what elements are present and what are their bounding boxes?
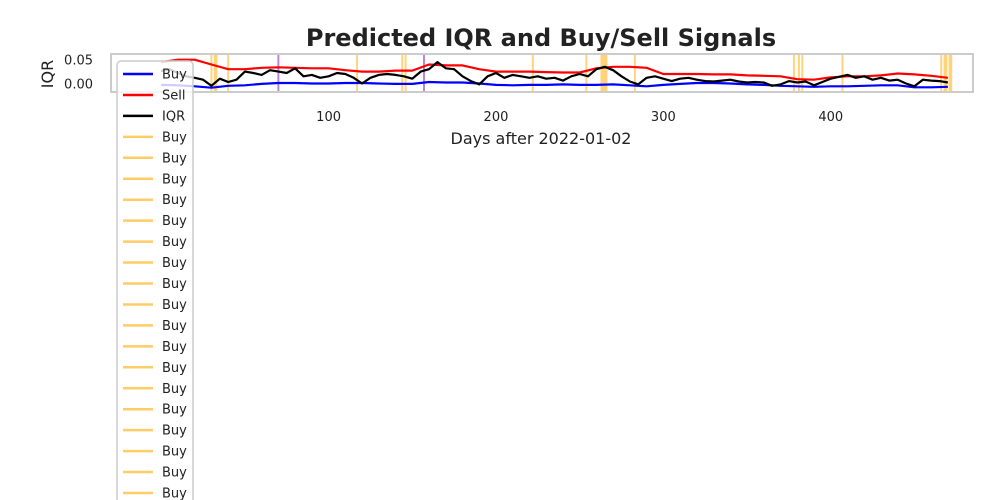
plot-area: 100 200 300 400 0.05 0.00 bbox=[64, 53, 974, 125]
sell-series-line bbox=[161, 58, 949, 81]
x-axis-label: Days after 2022-01-02 bbox=[451, 129, 632, 148]
legend-label: Buy bbox=[162, 445, 187, 460]
legend-label: Buy bbox=[162, 361, 187, 376]
y-tick-label: 0.00 bbox=[64, 77, 93, 92]
legend-label: Buy bbox=[162, 382, 187, 397]
legend-label: Buy bbox=[162, 68, 187, 83]
chart-title: Predicted IQR and Buy/Sell Signals bbox=[306, 24, 776, 52]
x-tick-label: 100 bbox=[316, 110, 341, 125]
y-tick-label: 0.05 bbox=[64, 54, 93, 69]
x-tick-label: 400 bbox=[818, 110, 843, 125]
iqr-series-line bbox=[160, 60, 949, 88]
legend-label: Buy bbox=[162, 298, 187, 313]
legend-label: Sell bbox=[162, 88, 185, 103]
legend-label: Buy bbox=[162, 256, 187, 271]
buy-series-line bbox=[161, 80, 948, 89]
legend-label: Buy bbox=[162, 403, 187, 418]
legend-label: Buy bbox=[162, 319, 187, 334]
x-tick-label: 200 bbox=[484, 110, 509, 125]
y-axis-label: IQR bbox=[38, 60, 57, 88]
legend-label: Buy bbox=[162, 151, 187, 166]
legend-label: Buy bbox=[162, 424, 187, 439]
plot-frame bbox=[110, 53, 974, 93]
legend-label: Buy bbox=[162, 130, 187, 145]
legend-label: Buy bbox=[162, 172, 187, 187]
legend-label: Buy bbox=[162, 487, 187, 500]
legend-label: Buy bbox=[162, 340, 187, 355]
x-tick-label: 300 bbox=[651, 110, 676, 125]
legend: Buy Sell IQR Buy Buy Buy Buy Buy Buy Buy Buy Buy Buy… bbox=[116, 60, 194, 500]
legend-label: Buy bbox=[162, 193, 187, 208]
legend-label: Buy bbox=[162, 277, 187, 292]
legend-label: Buy bbox=[162, 466, 187, 481]
legend-label: IQR bbox=[162, 109, 185, 124]
legend-label: Buy bbox=[162, 214, 187, 229]
legend-label: Buy bbox=[162, 235, 187, 250]
legend-box bbox=[116, 60, 194, 500]
